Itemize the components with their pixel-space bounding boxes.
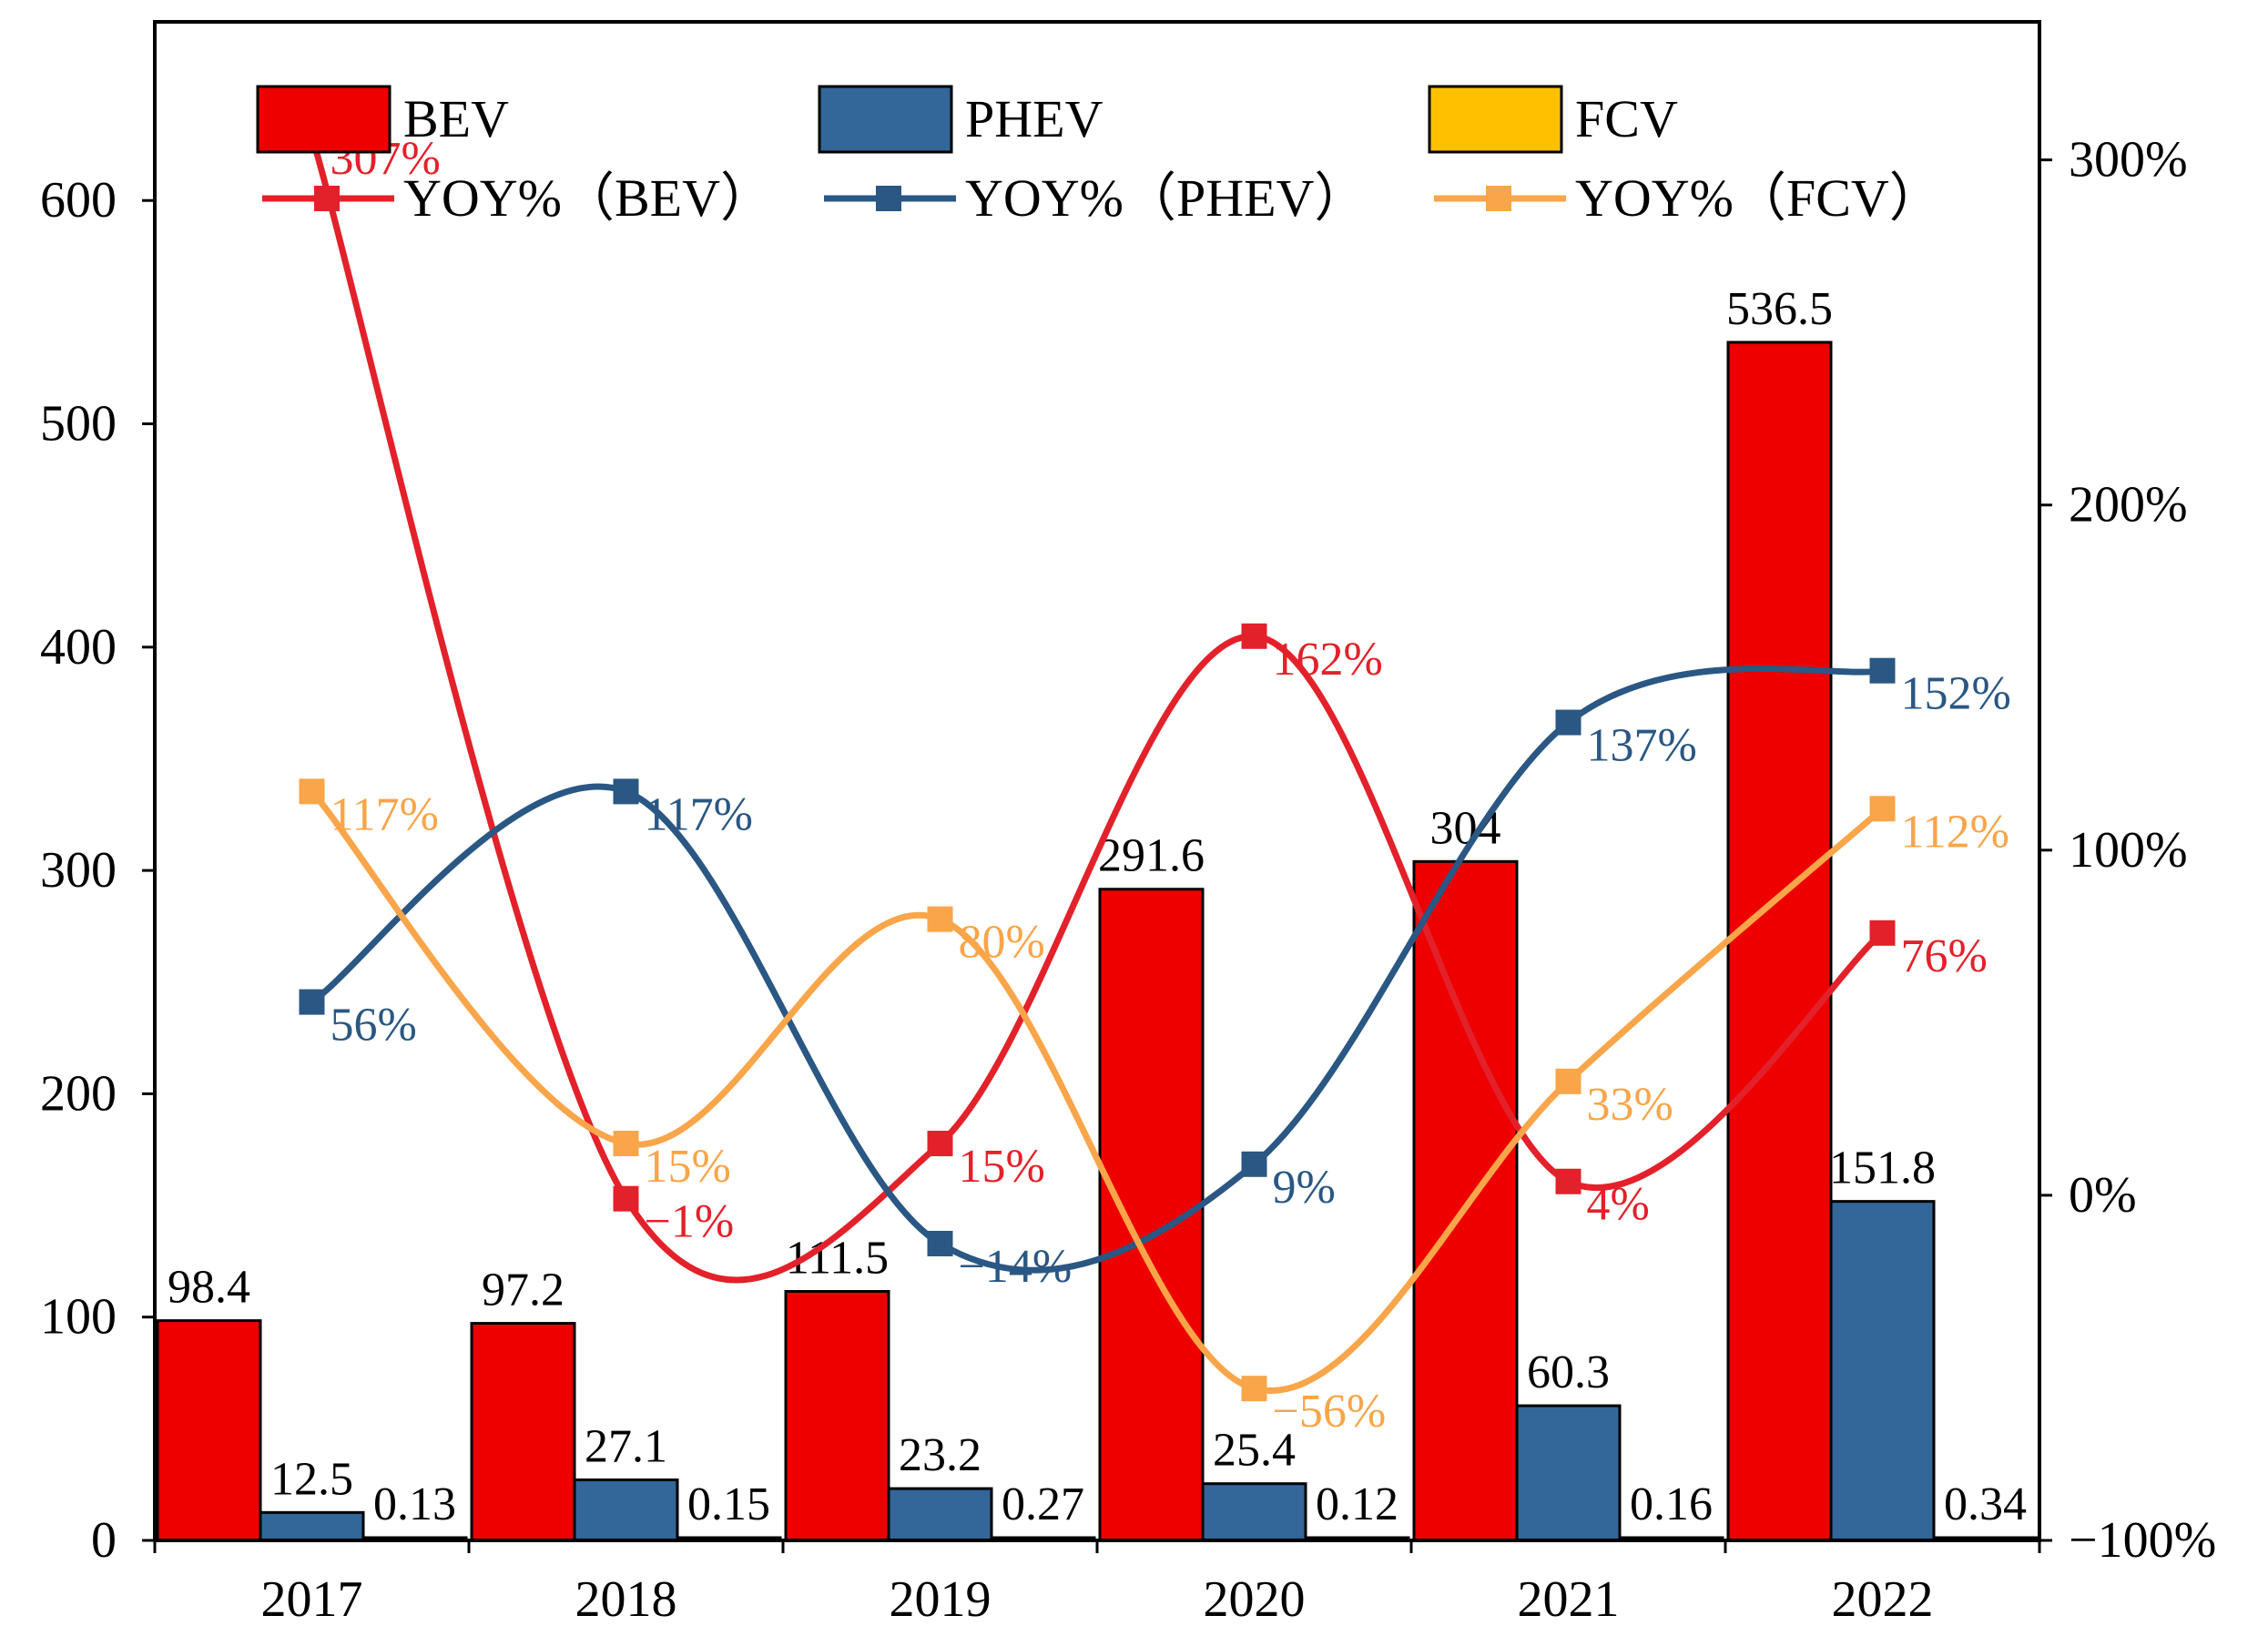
line-label-yoy-fcv-2017: 117% bbox=[331, 788, 439, 840]
bar-bev-2022 bbox=[1726, 340, 1833, 1542]
bar-phev-2021 bbox=[1515, 1404, 1622, 1542]
legend-label-yoy-phev: YOY%（PHEV） bbox=[965, 168, 1367, 228]
marker-yoy-fcv-2020 bbox=[1241, 1376, 1267, 1402]
bar-label-fcv-2020: 0.12 bbox=[1316, 1478, 1398, 1530]
y-right-tick-label-300: 300% bbox=[2069, 132, 2188, 188]
bar-label-fcv-2017: 0.13 bbox=[373, 1478, 456, 1530]
bar-label-phev-2020: 25.4 bbox=[1213, 1425, 1296, 1477]
legend-label-yoy-fcv: YOY%（FCV） bbox=[1575, 168, 1942, 228]
bar-bev-2021 bbox=[1412, 859, 1519, 1542]
line-label-yoy-bev-2019: 15% bbox=[959, 1141, 1045, 1193]
bar-label-bev-2017: 98.4 bbox=[168, 1262, 250, 1314]
bar-phev-2017 bbox=[259, 1510, 365, 1542]
marker-yoy-fcv-2022 bbox=[1869, 796, 1896, 822]
line-label-yoy-phev-2020: 9% bbox=[1273, 1162, 1336, 1214]
legend-marker-yoy-bev bbox=[314, 186, 340, 211]
marker-yoy-bev-2022 bbox=[1869, 920, 1896, 946]
legend-swatch-fcv bbox=[1428, 85, 1563, 154]
marker-yoy-phev-2017 bbox=[299, 989, 325, 1015]
line-label-yoy-phev-2017: 56% bbox=[331, 1000, 417, 1052]
x-tick-label-2017: 2017 bbox=[261, 1571, 363, 1628]
legend-label-bev: BEV bbox=[403, 89, 509, 148]
yoy-line-layer bbox=[299, 123, 1896, 1402]
line-yoy-fcv bbox=[309, 789, 1885, 1394]
marker-yoy-bev-2018 bbox=[613, 1185, 639, 1212]
legend-swatch-bev bbox=[256, 85, 392, 154]
line-label-yoy-fcv-2018: 15% bbox=[645, 1141, 731, 1193]
legend: BEV PHEV FCV YOY%（BEV） YOY%（PHEV） YOY%（FCV） bbox=[256, 85, 1942, 228]
line-label-yoy-phev-2019: −14% bbox=[959, 1241, 1073, 1293]
bar-label-bev-2018: 97.2 bbox=[482, 1265, 564, 1316]
bar-phev-2020 bbox=[1201, 1482, 1307, 1542]
line-label-yoy-bev-2020: 162% bbox=[1273, 634, 1383, 686]
line-label-yoy-fcv-2021: 33% bbox=[1587, 1079, 1673, 1131]
marker-yoy-phev-2018 bbox=[613, 778, 639, 805]
marker-yoy-phev-2020 bbox=[1241, 1151, 1267, 1177]
y-left-tick-label-500: 500 bbox=[40, 396, 117, 452]
legend-label-yoy-bev: YOY%（BEV） bbox=[403, 168, 773, 228]
line-label-yoy-phev-2018: 117% bbox=[645, 788, 753, 840]
bar-phev-2022 bbox=[1829, 1200, 1936, 1542]
legend-marker-yoy-fcv bbox=[1486, 186, 1511, 211]
line-label-yoy-fcv-2022: 112% bbox=[1901, 806, 2009, 858]
y-right-tick-label-0: 0% bbox=[2069, 1167, 2137, 1224]
bar-label-bev-2022: 536.5 bbox=[1726, 283, 1833, 335]
marker-yoy-phev-2021 bbox=[1555, 709, 1581, 736]
line-label-yoy-phev-2021: 137% bbox=[1587, 720, 1697, 772]
marker-yoy-fcv-2017 bbox=[299, 778, 325, 805]
bar-label-phev-2018: 27.1 bbox=[585, 1421, 667, 1473]
y-left-tick-label-100: 100 bbox=[40, 1289, 117, 1346]
bar-label-phev-2017: 12.5 bbox=[270, 1453, 353, 1505]
y-left-tick-label-200: 200 bbox=[40, 1065, 117, 1122]
x-tick-label-2021: 2021 bbox=[1518, 1571, 1620, 1628]
marker-yoy-bev-2019 bbox=[927, 1131, 953, 1157]
line-label-yoy-phev-2022: 152% bbox=[1901, 668, 2011, 720]
yoy-value-labels: 307%−1%15%162%4%76%56%117%−14%9%137%152%… bbox=[331, 133, 2011, 1438]
legend-swatch-phev bbox=[818, 85, 953, 154]
bar-label-fcv-2022: 0.34 bbox=[1944, 1478, 2027, 1530]
y-left-tick-label-600: 600 bbox=[40, 172, 117, 229]
y-right-tick-label--100: −100% bbox=[2069, 1512, 2216, 1569]
bar-label-phev-2022: 151.8 bbox=[1829, 1143, 1936, 1194]
marker-yoy-bev-2021 bbox=[1555, 1168, 1581, 1194]
marker-yoy-fcv-2021 bbox=[1555, 1068, 1581, 1094]
line-label-yoy-fcv-2019: 80% bbox=[959, 917, 1045, 969]
x-tick-label-2019: 2019 bbox=[890, 1571, 992, 1628]
bar-phev-2018 bbox=[573, 1478, 679, 1542]
x-tick-label-2020: 2020 bbox=[1204, 1571, 1306, 1628]
bar-label-phev-2021: 60.3 bbox=[1527, 1346, 1610, 1398]
marker-yoy-fcv-2019 bbox=[927, 906, 953, 932]
marker-yoy-phev-2022 bbox=[1869, 657, 1896, 684]
line-label-yoy-bev-2022: 76% bbox=[1901, 930, 1988, 982]
legend-label-fcv: FCV bbox=[1575, 89, 1678, 148]
line-label-yoy-fcv-2020: −56% bbox=[1273, 1386, 1387, 1438]
x-tick-label-2022: 2022 bbox=[1832, 1571, 1934, 1628]
bar-bev-2019 bbox=[784, 1289, 890, 1542]
legend-label-phev: PHEV bbox=[965, 89, 1103, 148]
bar-bev-2017 bbox=[156, 1319, 262, 1542]
legend-marker-yoy-phev bbox=[876, 186, 901, 211]
bar-bev-2018 bbox=[470, 1322, 576, 1542]
marker-yoy-bev-2020 bbox=[1241, 623, 1267, 649]
y-right-tick-label-200: 200% bbox=[2069, 477, 2188, 533]
y-right-tick-label-100: 100% bbox=[2069, 822, 2188, 879]
marker-yoy-phev-2019 bbox=[927, 1230, 953, 1256]
bar-label-fcv-2018: 0.15 bbox=[687, 1478, 770, 1530]
bar-label-fcv-2019: 0.27 bbox=[1002, 1478, 1084, 1530]
bar-layer bbox=[156, 340, 2039, 1542]
marker-yoy-fcv-2018 bbox=[613, 1131, 639, 1157]
bar-phev-2019 bbox=[887, 1487, 993, 1542]
y-left-tick-label-400: 400 bbox=[40, 619, 117, 676]
line-label-yoy-bev-2018: −1% bbox=[645, 1196, 735, 1248]
bar-label-phev-2019: 23.2 bbox=[899, 1429, 981, 1481]
y-left-tick-label-300: 300 bbox=[40, 842, 117, 899]
bar-label-fcv-2021: 0.16 bbox=[1630, 1478, 1713, 1530]
y-left-tick-label-0: 0 bbox=[91, 1512, 117, 1569]
axes: 0 100 200 300 400 500 600 −100% 0% 100% 200% 300% 20… bbox=[40, 20, 2216, 1628]
x-tick-label-2018: 2018 bbox=[575, 1571, 677, 1628]
bar-label-bev-2020: 291.6 bbox=[1098, 830, 1205, 882]
line-label-yoy-bev-2021: 4% bbox=[1587, 1179, 1650, 1231]
